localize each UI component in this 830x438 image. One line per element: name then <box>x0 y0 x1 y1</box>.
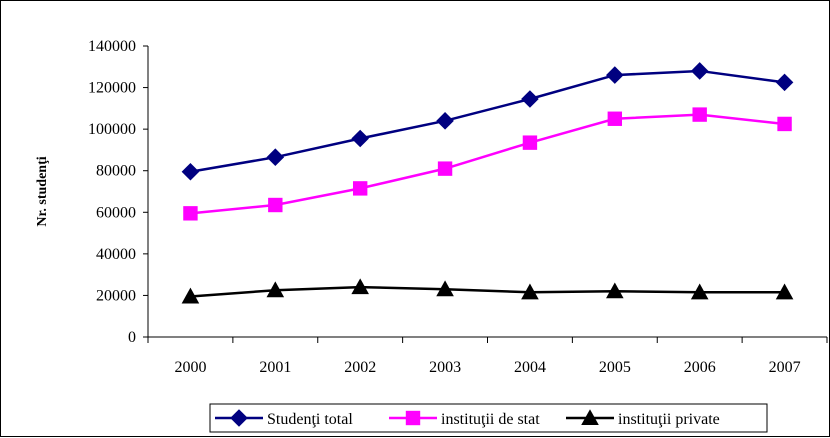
legend-label: instituţii de stat <box>441 411 540 428</box>
series-layer <box>181 62 794 304</box>
y-tick-label: 120000 <box>88 80 136 97</box>
legend-swatch-marker <box>230 409 248 427</box>
legend-item: Studenţi total <box>215 409 353 428</box>
x-tick-label: 2002 <box>344 359 376 376</box>
data-point <box>607 111 623 126</box>
data-point <box>351 129 369 148</box>
legend-box <box>209 403 768 433</box>
axes <box>143 45 828 343</box>
series-line <box>190 285 785 298</box>
data-point <box>690 283 709 300</box>
data-point <box>775 283 794 300</box>
legend-swatch-marker <box>581 409 599 426</box>
y-tick-label: 100000 <box>88 121 136 138</box>
data-point <box>521 283 539 300</box>
data-point <box>775 73 794 92</box>
data-point <box>436 112 454 130</box>
data-point <box>690 62 709 80</box>
data-point <box>777 116 792 132</box>
data-point <box>437 161 453 176</box>
data-point <box>268 197 283 213</box>
data-point <box>181 287 200 304</box>
legend-item: instituţii de stat <box>389 410 540 428</box>
data-point <box>352 181 368 196</box>
data-point <box>266 281 285 298</box>
series-3 <box>181 278 794 304</box>
data-point <box>266 148 285 167</box>
data-point <box>521 90 539 108</box>
legend-item: instituţii private <box>566 409 720 428</box>
y-tick-label: 40000 <box>96 246 136 263</box>
y-tick-label: 140000 <box>88 38 136 55</box>
series-1 <box>181 62 794 181</box>
x-tick-label: 2004 <box>514 359 546 376</box>
x-tick-label: 2003 <box>429 359 461 376</box>
data-point <box>692 107 707 122</box>
y-tick-label: 80000 <box>96 163 136 180</box>
y-tick-label: 0 <box>128 329 136 346</box>
data-point <box>606 66 624 84</box>
data-point <box>606 282 624 299</box>
legend-label: Studenţi total <box>267 411 353 428</box>
x-tick-label: 2005 <box>599 359 631 376</box>
legend: Studenţi total instituţii de stat instituţ… <box>209 403 768 433</box>
x-tick-label: 2007 <box>769 359 801 376</box>
legend-label: instituţii private <box>618 411 720 428</box>
data-point <box>436 280 454 297</box>
y-tick-label: 20000 <box>96 287 136 304</box>
x-tick-labels: 2000 2001 2002 2003 2004 2005 2006 2007 <box>174 359 800 376</box>
y-tick-label: 60000 <box>96 204 136 221</box>
y-axis-title: Nr. studenţi <box>35 156 50 226</box>
x-tick-label: 2001 <box>259 359 291 376</box>
series-line <box>190 113 785 215</box>
legend-swatch-marker <box>405 410 421 426</box>
data-point <box>183 206 198 221</box>
data-point <box>522 135 538 150</box>
x-tick-label: 2000 <box>174 359 206 376</box>
series-2 <box>183 107 792 221</box>
x-tick-label: 2006 <box>684 359 716 376</box>
y-tick-labels: 0 20000 40000 60000 80000 100000 120000 140000 <box>88 38 136 346</box>
data-point <box>181 162 200 181</box>
series-line <box>190 69 785 173</box>
data-point <box>351 278 369 295</box>
